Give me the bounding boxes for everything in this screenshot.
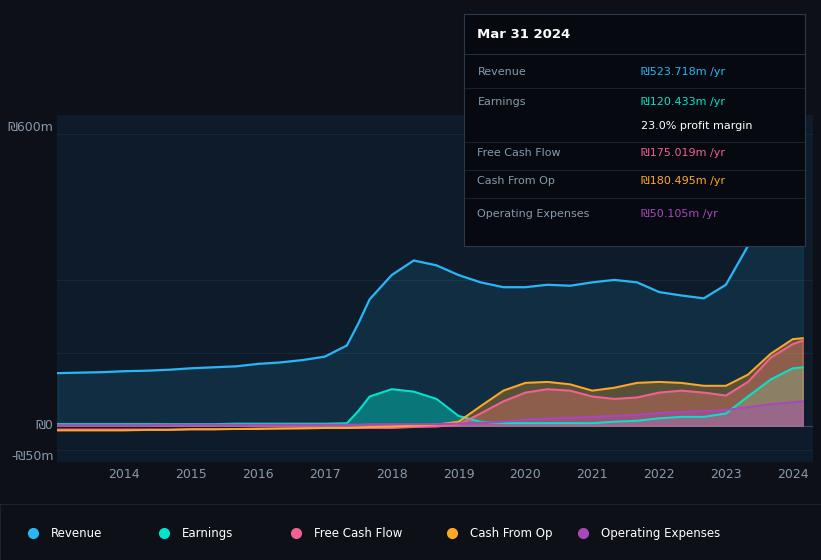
- Text: Revenue: Revenue: [478, 67, 526, 77]
- Text: ₪180.495m /yr: ₪180.495m /yr: [641, 176, 725, 186]
- Text: Operating Expenses: Operating Expenses: [478, 209, 589, 219]
- Text: 23.0% profit margin: 23.0% profit margin: [641, 120, 753, 130]
- Text: ₪523.718m /yr: ₪523.718m /yr: [641, 67, 725, 77]
- Text: Cash From Op: Cash From Op: [478, 176, 555, 186]
- Text: ₪0: ₪0: [36, 419, 53, 432]
- Text: Earnings: Earnings: [182, 526, 234, 540]
- Text: Free Cash Flow: Free Cash Flow: [314, 526, 402, 540]
- Text: Revenue: Revenue: [51, 526, 103, 540]
- Text: -₪50m: -₪50m: [11, 450, 53, 463]
- Text: ₪600m: ₪600m: [8, 121, 53, 134]
- Text: Cash From Op: Cash From Op: [470, 526, 552, 540]
- Text: ₪175.019m /yr: ₪175.019m /yr: [641, 148, 725, 158]
- Text: ₪120.433m /yr: ₪120.433m /yr: [641, 97, 725, 108]
- Text: Mar 31 2024: Mar 31 2024: [478, 29, 571, 41]
- Text: Earnings: Earnings: [478, 97, 526, 108]
- Text: ₪50.105m /yr: ₪50.105m /yr: [641, 209, 718, 219]
- Text: Free Cash Flow: Free Cash Flow: [478, 148, 561, 158]
- Text: Operating Expenses: Operating Expenses: [601, 526, 720, 540]
